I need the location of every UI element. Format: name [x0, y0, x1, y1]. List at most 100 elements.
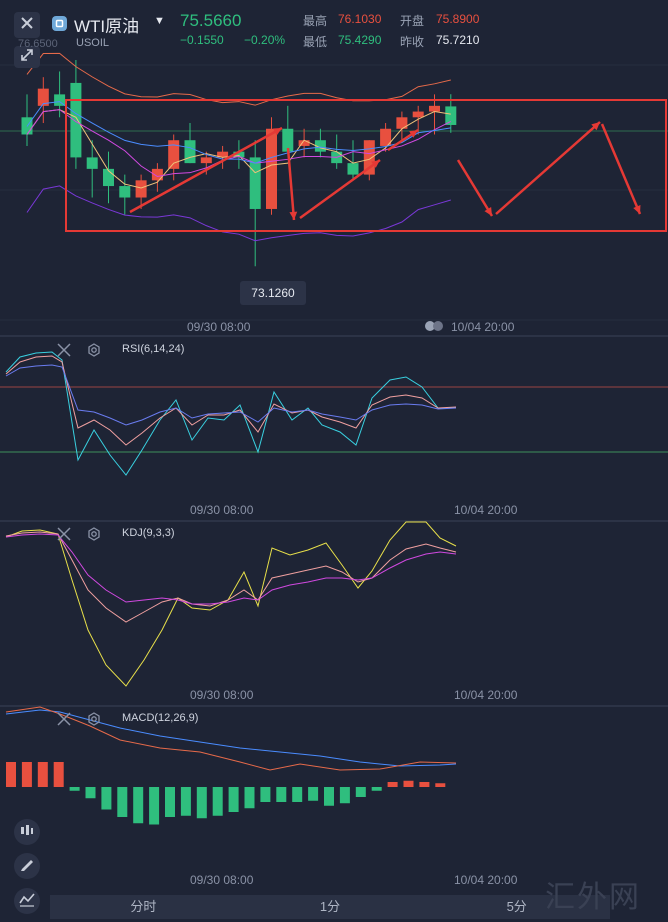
macd-histogram-bar [21, 762, 32, 787]
candle-body [363, 140, 375, 175]
candle-body [103, 168, 114, 187]
timeframe-tabs: 分时 1分 5分 [50, 895, 610, 919]
annotation-arrow [286, 147, 296, 221]
scroll-toggle-icon[interactable] [424, 319, 444, 331]
prev-close-label: 昨收 [400, 35, 425, 49]
macd-dea-line [5, 709, 457, 767]
open-label: 开盘 [400, 14, 425, 28]
macd-histogram-bar [324, 787, 334, 806]
fullscreen-button[interactable] [14, 46, 40, 68]
rsi-line-6 [5, 351, 456, 476]
low-value: 75.4290 [338, 33, 382, 47]
candle-body [200, 157, 212, 164]
ma-line-long [26, 101, 451, 164]
candle-body [412, 111, 424, 118]
macd-histogram-bar [339, 787, 350, 804]
main-time-left: 09/30 08:00 [187, 320, 251, 334]
candlestick-icon [19, 822, 35, 843]
annotation-arrow [600, 123, 642, 215]
candle-body [282, 128, 294, 152]
annotation-arrow-head [484, 207, 492, 216]
main-time-right: 10/04 20:00 [451, 320, 515, 334]
kdj-close-icon[interactable] [57, 527, 71, 541]
macd-histogram-bar [228, 787, 239, 812]
symbol-code: USOIL [76, 37, 110, 49]
tab-1min[interactable]: 1分 [319, 899, 341, 914]
candle-body [380, 128, 392, 146]
high-label: 最高 [303, 14, 328, 28]
macd-histogram-bar [308, 787, 319, 801]
macd-histogram-bar [37, 762, 48, 787]
tab-5min[interactable]: 5分 [506, 899, 527, 914]
indicator-button[interactable] [14, 888, 40, 914]
price-change: −0.1550 [180, 33, 224, 47]
annotation-arrow-head [273, 128, 282, 136]
close-button[interactable] [14, 12, 40, 38]
symbol-name[interactable]: WTI原油 [74, 17, 140, 36]
macd-time-right: 10/04 20:00 [454, 873, 518, 887]
kdj-time-left: 09/30 08:00 [190, 688, 254, 702]
rsi-line-14 [5, 355, 457, 446]
macd-histogram-bar [101, 787, 112, 810]
line-chart-icon [19, 891, 35, 912]
rsi-line-24 [5, 364, 457, 426]
annotation-arrow-head [371, 160, 380, 168]
annotation-arrow [129, 126, 283, 214]
macd-histogram-bar [260, 787, 271, 802]
macd-histogram-bar [53, 762, 64, 787]
candle-body [37, 88, 49, 106]
annotation-arrow [299, 158, 381, 220]
candle-body [168, 140, 180, 169]
symbol-icon [52, 16, 67, 31]
macd-histogram-bar [355, 787, 366, 797]
candle-body [298, 140, 310, 146]
candle-body [86, 157, 98, 169]
candle-style-button[interactable] [14, 819, 40, 845]
open-value: 75.8900 [436, 12, 480, 26]
macd-dif-line [5, 706, 457, 771]
axis-top-value: 76.6500 [18, 38, 58, 50]
annotation-arrow [495, 121, 601, 215]
low-price-marker: 73.1260 [240, 281, 306, 305]
kdj-title: KDJ(9,3,3) [122, 527, 175, 539]
macd-settings-gear-icon[interactable] [87, 712, 101, 726]
annotation-arrow [456, 159, 494, 217]
tab-timeshare[interactable]: 分时 [130, 899, 157, 914]
macd-histogram-bar [276, 787, 287, 802]
candle-body [347, 163, 359, 175]
macd-time-left: 09/30 08:00 [190, 873, 254, 887]
rsi-time-left: 09/30 08:00 [190, 503, 254, 517]
annotation-arrow-head [591, 122, 600, 131]
candle-body [119, 186, 131, 198]
price-change-pct: −0.20% [244, 33, 286, 47]
symbol-dropdown-chevron-icon[interactable]: ▼ [154, 15, 165, 27]
macd-close-icon[interactable] [57, 712, 71, 726]
close-icon [20, 16, 34, 35]
kdj-line-d [5, 533, 457, 605]
macd-histogram-bar [117, 787, 128, 817]
macd-histogram-bar [196, 787, 207, 819]
rsi-title: RSI(6,14,24) [122, 343, 185, 355]
kdj-time-right: 10/04 20:00 [454, 688, 518, 702]
boll-lower [26, 185, 451, 242]
macd-histogram-bar [387, 782, 398, 787]
candle-body [266, 128, 277, 209]
prev-close-value: 75.7210 [436, 33, 480, 47]
candle-body [54, 94, 66, 106]
kdj-settings-gear-icon[interactable] [87, 527, 101, 541]
rsi-settings-gear-icon[interactable] [87, 343, 101, 357]
macd-histogram-bar [165, 787, 175, 817]
candle-body [233, 151, 245, 158]
annotation-arrow-head [633, 205, 641, 214]
macd-histogram-bar [149, 787, 160, 825]
macd-histogram-bar [212, 787, 223, 816]
low-label: 最低 [303, 35, 328, 49]
rsi-close-icon[interactable] [57, 343, 71, 357]
candle-body [217, 151, 229, 158]
draw-tool-button[interactable] [14, 853, 40, 879]
candle-body [70, 82, 82, 158]
candle-body [184, 140, 196, 164]
annotation-box [65, 99, 667, 232]
macd-histogram-bar [180, 787, 191, 816]
